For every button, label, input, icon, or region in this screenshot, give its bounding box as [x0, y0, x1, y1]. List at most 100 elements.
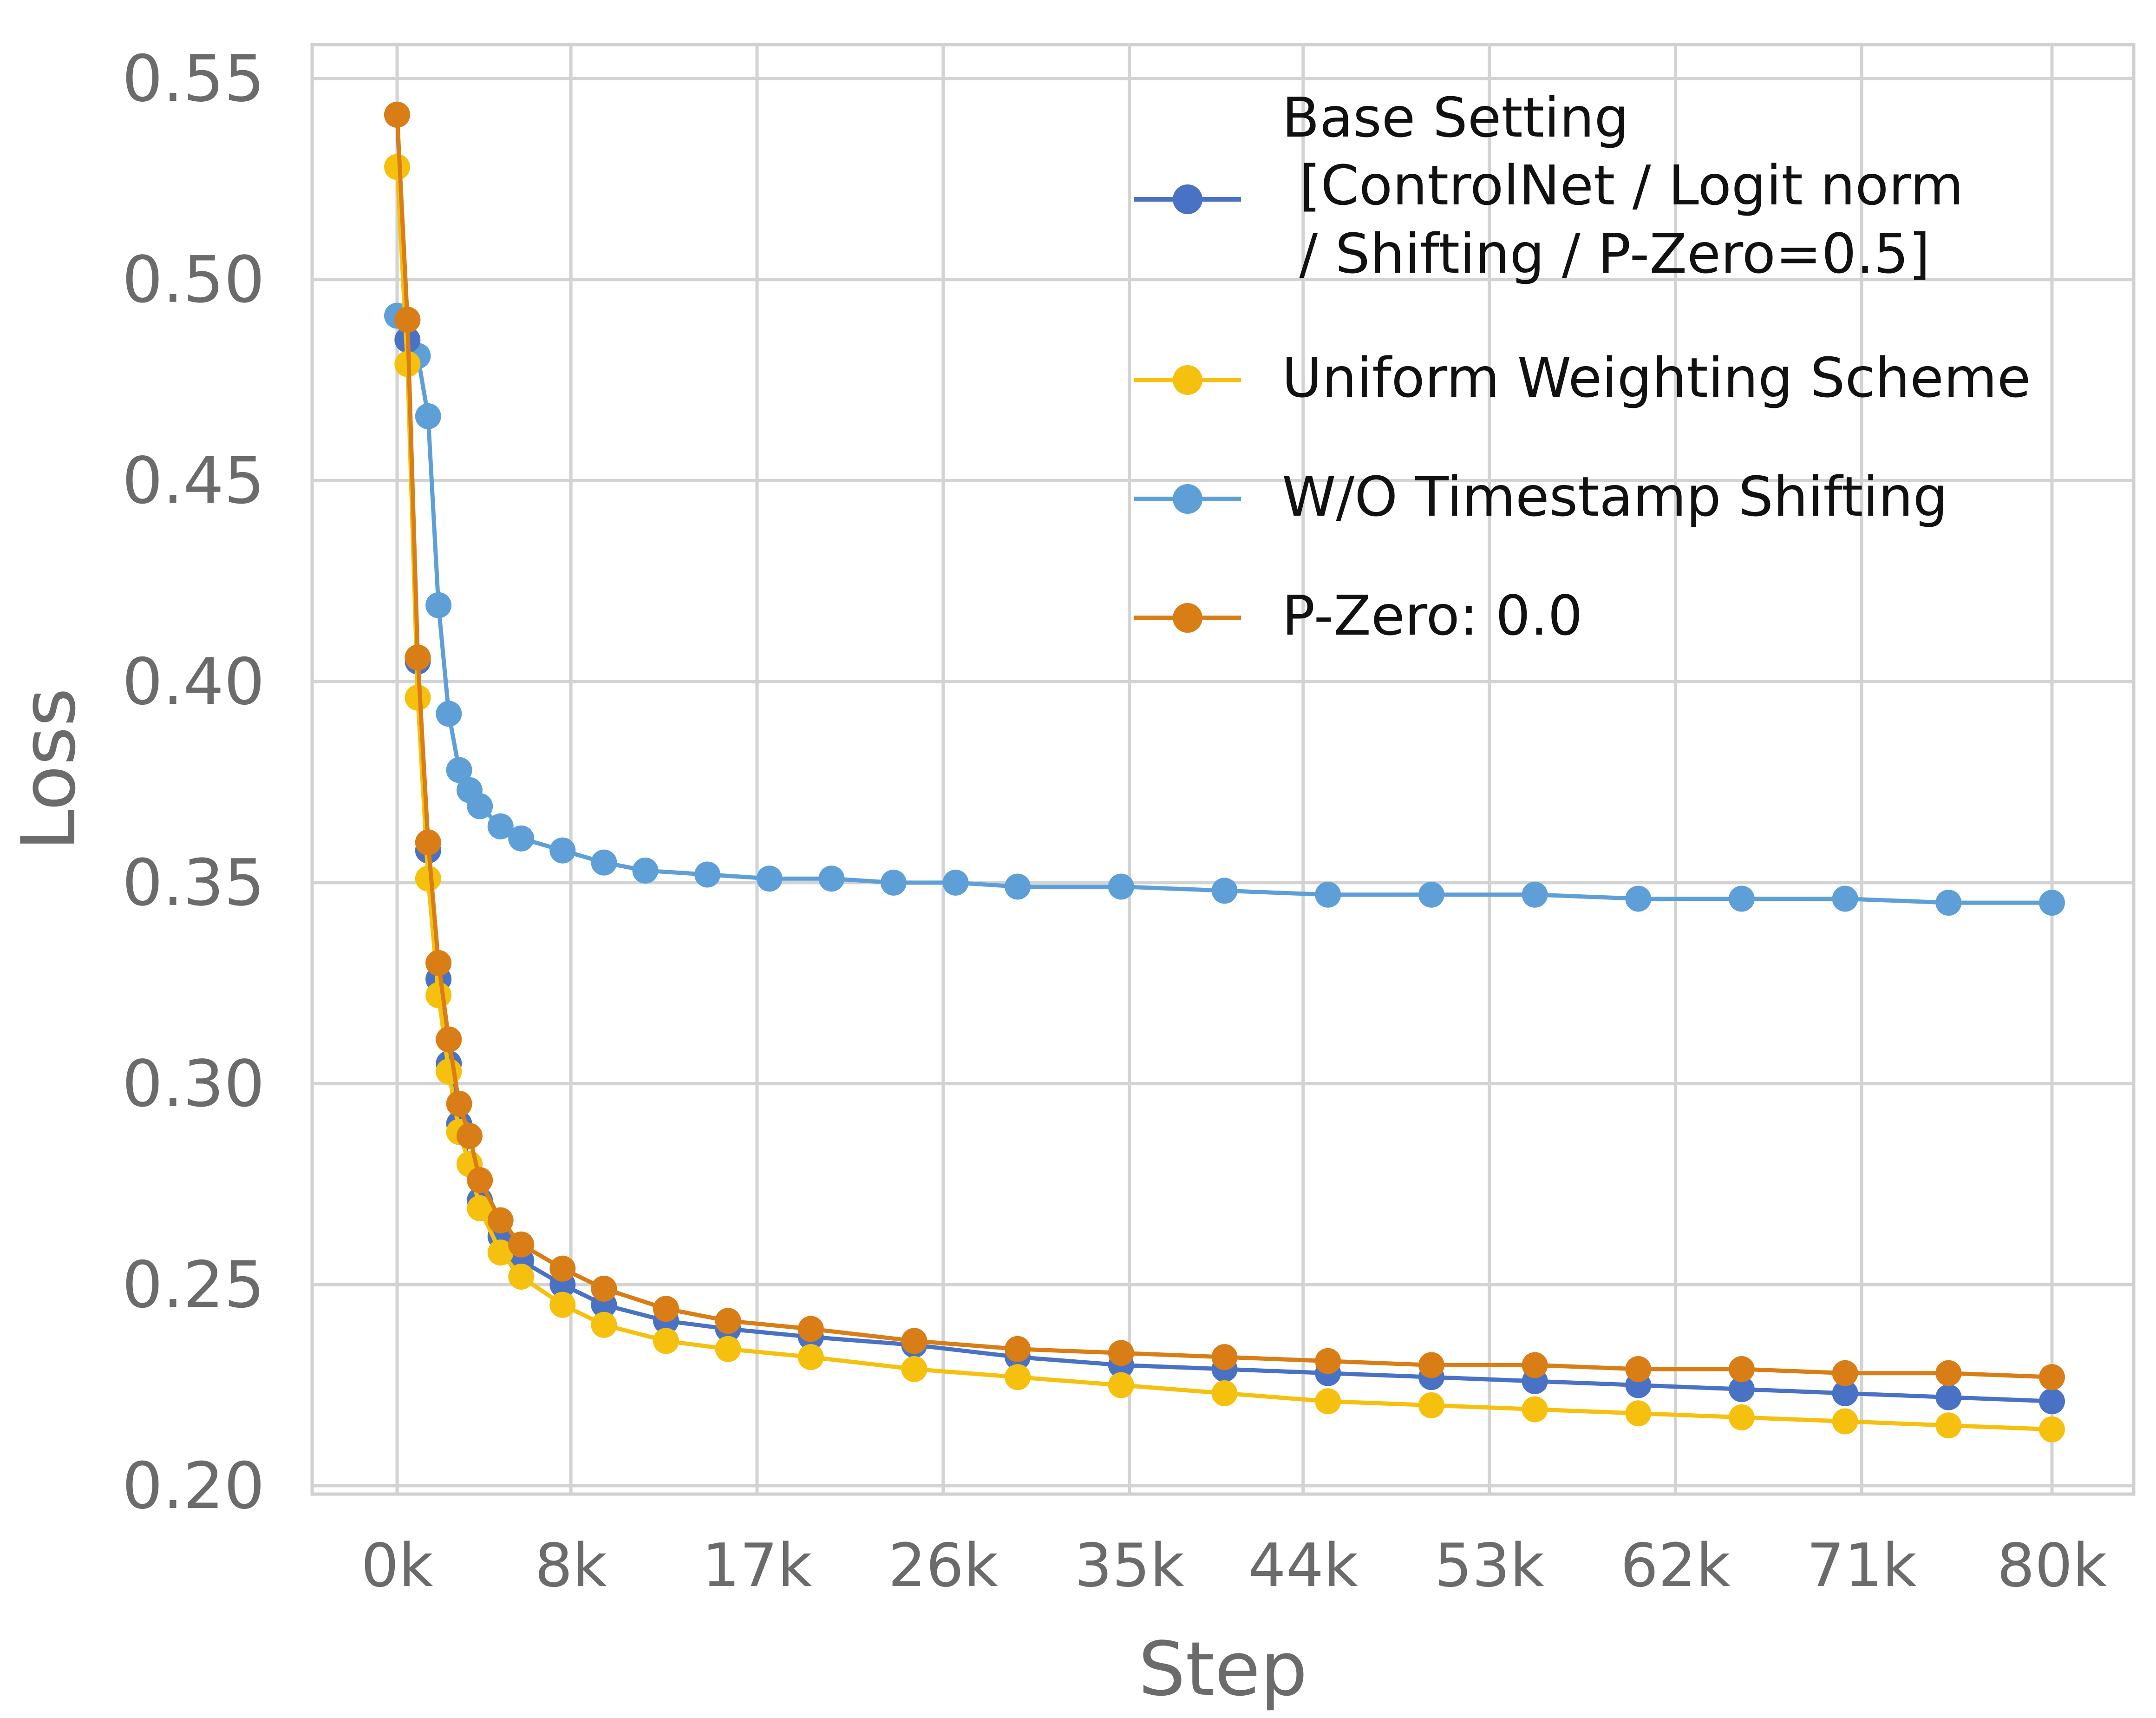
y-axis-title: Loss	[5, 688, 92, 851]
data-point	[394, 307, 421, 333]
series-line	[395, 114, 2052, 1379]
data-point	[715, 1308, 741, 1334]
data-point	[1522, 1396, 1548, 1423]
legend-marker	[1173, 484, 1202, 514]
x-axis-title: Step	[1138, 1626, 1307, 1712]
data-point	[880, 869, 907, 896]
data-point	[1315, 1388, 1341, 1415]
data-point	[1832, 885, 1858, 912]
x-tick-label: 44k	[1248, 1531, 1358, 1600]
data-point	[1211, 1344, 1238, 1370]
data-point	[1315, 881, 1341, 908]
x-tick-label: 26k	[888, 1531, 998, 1600]
legend-marker	[1173, 603, 1202, 633]
data-point	[405, 684, 431, 711]
data-point	[436, 1026, 462, 1053]
series-3	[384, 101, 2065, 1390]
data-point	[2039, 890, 2065, 916]
data-point	[591, 1275, 617, 1302]
data-point	[1832, 1380, 1858, 1406]
data-point	[487, 1239, 514, 1266]
data-point	[1418, 1392, 1444, 1418]
y-tick-label: 0.20	[122, 1449, 265, 1523]
plot-frame	[310, 43, 2136, 1496]
data-point	[1108, 873, 1134, 900]
legend-marker	[1173, 365, 1202, 395]
data-point	[1728, 1404, 1755, 1430]
data-point	[715, 1336, 741, 1362]
data-point	[2039, 1416, 2065, 1443]
data-point	[446, 1090, 472, 1117]
data-point	[549, 837, 576, 864]
data-point	[1728, 1376, 1755, 1403]
data-point	[2039, 1364, 2065, 1390]
data-point	[405, 644, 431, 671]
data-point	[901, 1328, 928, 1354]
data-point	[1005, 1364, 1031, 1390]
data-point	[384, 154, 410, 180]
y-tick-label: 0.40	[122, 644, 265, 719]
data-point	[1315, 1348, 1341, 1374]
x-tick-label: 35k	[1074, 1531, 1184, 1600]
data-point	[1522, 881, 1548, 908]
data-point	[1108, 1340, 1134, 1366]
y-tick-label: 0.25	[122, 1247, 265, 1322]
x-tick-label: 8k	[535, 1531, 607, 1600]
series-2	[384, 302, 2065, 916]
y-tick-label: 0.35	[122, 846, 265, 920]
data-point	[1211, 1380, 1238, 1406]
x-tick-label: 17k	[702, 1531, 812, 1600]
data-point	[508, 825, 535, 852]
data-point	[508, 1231, 535, 1258]
data-point	[632, 857, 659, 884]
data-point	[653, 1328, 679, 1354]
legend-label: / Shifting / P-Zero=0.5]	[1282, 222, 1930, 286]
data-point	[1935, 890, 1962, 916]
data-point	[2039, 1388, 2065, 1415]
data-point	[591, 849, 617, 876]
x-tick-label: 71k	[1807, 1531, 1917, 1600]
x-tick-label: 62k	[1620, 1531, 1731, 1600]
data-point	[1935, 1360, 1962, 1386]
legend-label: Uniform Weighting Scheme	[1282, 346, 2031, 410]
data-point	[694, 861, 721, 888]
data-point	[901, 1356, 928, 1382]
data-point	[1935, 1384, 1962, 1410]
data-point	[467, 793, 493, 820]
data-point	[1005, 1336, 1031, 1362]
data-point	[1935, 1412, 1962, 1439]
legend: Base Setting [ControlNet / Logit norm / …	[1134, 85, 2031, 648]
data-point	[456, 1123, 483, 1149]
data-series	[384, 101, 2065, 1443]
data-point	[1418, 881, 1444, 908]
data-point	[1832, 1408, 1858, 1435]
data-point	[549, 1292, 576, 1318]
data-point	[415, 403, 441, 429]
series-line	[396, 314, 2052, 905]
data-point	[1832, 1360, 1858, 1386]
data-point	[446, 757, 472, 783]
data-point	[1625, 1400, 1652, 1427]
y-tick-label: 0.45	[122, 443, 265, 518]
data-point	[384, 101, 410, 128]
data-point	[467, 1195, 493, 1221]
data-point	[415, 866, 441, 892]
data-point	[1108, 1372, 1134, 1398]
data-point	[508, 1264, 535, 1290]
data-point	[549, 1255, 576, 1282]
legend-label: P-Zero: 0.0	[1282, 584, 1583, 648]
data-point	[1418, 1352, 1444, 1378]
data-point	[797, 1316, 824, 1342]
data-point	[425, 592, 452, 618]
data-point	[1728, 1356, 1755, 1382]
legend-label: W/O Timestamp Shifting	[1282, 465, 1948, 529]
x-tick-label: 53k	[1434, 1531, 1544, 1600]
data-point	[1005, 873, 1031, 900]
y-tick-label: 0.50	[122, 243, 265, 317]
y-tick-label: 0.30	[122, 1047, 265, 1121]
data-point	[425, 950, 452, 976]
data-point	[1625, 885, 1652, 912]
data-point	[1211, 878, 1238, 904]
data-point	[797, 1344, 824, 1370]
